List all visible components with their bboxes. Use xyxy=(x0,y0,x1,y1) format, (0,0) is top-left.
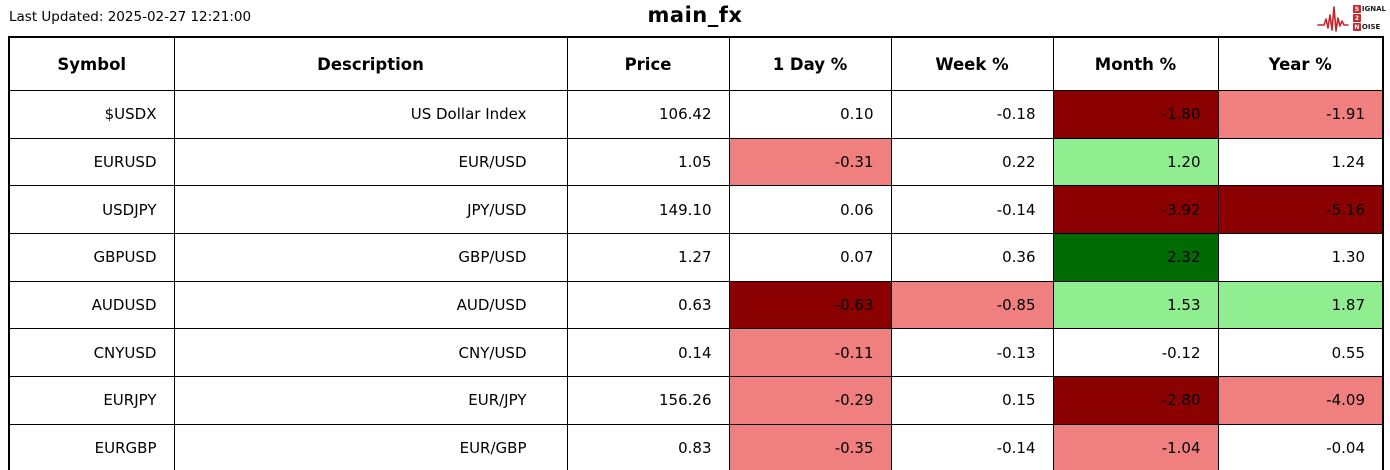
cell-price: 1.05 xyxy=(566,137,730,187)
column-header: Week % xyxy=(890,36,1054,91)
table-row: EURGBP EUR/GBP 0.83 -0.35 -0.14 -1.04 -0.04 xyxy=(8,423,1384,470)
cell-1day-pct: 0.10 xyxy=(728,90,892,139)
cell-year-pct: -5.16 xyxy=(1217,185,1384,235)
logo-line-2: 2 xyxy=(1352,14,1386,22)
table-row: $USDX US Dollar Index 106.42 0.10 -0.18 -1.80… xyxy=(8,90,1384,139)
cell-month-pct: -1.80 xyxy=(1052,90,1219,139)
cell-description: AUD/USD xyxy=(173,280,568,330)
cell-price: 106.42 xyxy=(566,90,730,139)
cell-month-pct: -2.80 xyxy=(1052,376,1219,425)
cell-month-pct: -3.92 xyxy=(1052,185,1219,235)
cell-description: EUR/GBP xyxy=(173,423,568,470)
logo-s-box: S xyxy=(1352,5,1361,13)
cell-symbol: EURJPY xyxy=(8,376,175,425)
cell-week-pct: 0.22 xyxy=(890,137,1054,187)
cell-month-pct: -1.04 xyxy=(1052,423,1219,470)
cell-description: EUR/USD xyxy=(173,137,568,187)
cell-symbol: EURGBP xyxy=(8,423,175,470)
cell-price: 156.26 xyxy=(566,376,730,425)
cell-week-pct: -0.14 xyxy=(890,185,1054,235)
table-body: $USDX US Dollar Index 106.42 0.10 -0.18 -1.80… xyxy=(8,90,1384,470)
table-row: EURJPY EUR/JPY 156.26 -0.29 0.15 -2.80 -4.09 xyxy=(8,376,1384,425)
logo-line-signal: S IGNAL xyxy=(1352,5,1386,13)
cell-year-pct: 1.87 xyxy=(1217,280,1384,330)
column-header: Description xyxy=(173,36,568,91)
column-header: 1 Day % xyxy=(728,36,892,91)
cell-month-pct: -0.12 xyxy=(1052,328,1219,378)
cell-1day-pct: -0.35 xyxy=(728,423,892,470)
cell-symbol: EURUSD xyxy=(8,137,175,187)
cell-week-pct: 0.36 xyxy=(890,233,1054,282)
waveform-icon xyxy=(1317,6,1349,32)
cell-1day-pct: -0.63 xyxy=(728,280,892,330)
cell-price: 1.27 xyxy=(566,233,730,282)
signal2noise-logo: S IGNAL 2 N OISE xyxy=(1317,1,1386,35)
table-row: EURUSD EUR/USD 1.05 -0.31 0.22 1.20 1.24 xyxy=(8,137,1384,187)
cell-month-pct: 1.53 xyxy=(1052,280,1219,330)
last-updated-label: Last Updated: 2025-02-27 12:21:00 xyxy=(9,9,252,25)
cell-year-pct: -4.09 xyxy=(1217,376,1384,425)
column-header: Month % xyxy=(1052,36,1219,91)
logo-n-box: N xyxy=(1352,23,1361,31)
cell-description: CNY/USD xyxy=(173,328,568,378)
cell-1day-pct: 0.06 xyxy=(728,185,892,235)
table-row: GBPUSD GBP/USD 1.27 0.07 0.36 2.32 1.30 xyxy=(8,233,1384,282)
cell-price: 149.10 xyxy=(566,185,730,235)
cell-symbol: CNYUSD xyxy=(8,328,175,378)
logo-text: S IGNAL 2 N OISE xyxy=(1352,5,1386,31)
cell-price: 0.14 xyxy=(566,328,730,378)
cell-week-pct: -0.14 xyxy=(890,423,1054,470)
page-title: main_fx xyxy=(647,3,743,27)
logo-line-noise: N OISE xyxy=(1352,23,1386,31)
column-header: Year % xyxy=(1217,36,1384,91)
cell-price: 0.83 xyxy=(566,423,730,470)
column-header: Symbol xyxy=(8,36,175,91)
cell-description: JPY/USD xyxy=(173,185,568,235)
cell-description: GBP/USD xyxy=(173,233,568,282)
cell-price: 0.63 xyxy=(566,280,730,330)
logo-noise-text: OISE xyxy=(1361,23,1381,31)
cell-month-pct: 1.20 xyxy=(1052,137,1219,187)
cell-week-pct: -0.85 xyxy=(890,280,1054,330)
cell-symbol: GBPUSD xyxy=(8,233,175,282)
cell-1day-pct: -0.31 xyxy=(728,137,892,187)
logo-2-box: 2 xyxy=(1352,14,1361,22)
cell-week-pct: -0.13 xyxy=(890,328,1054,378)
cell-week-pct: -0.18 xyxy=(890,90,1054,139)
fx-table: Symbol Description Price 1 Day % Week % Month… xyxy=(8,36,1384,470)
cell-year-pct: -1.91 xyxy=(1217,90,1384,139)
cell-symbol: AUDUSD xyxy=(8,280,175,330)
cell-1day-pct: 0.07 xyxy=(728,233,892,282)
table-row: CNYUSD CNY/USD 0.14 -0.11 -0.13 -0.12 0.55 xyxy=(8,328,1384,378)
cell-week-pct: 0.15 xyxy=(890,376,1054,425)
column-header: Price xyxy=(566,36,730,91)
cell-1day-pct: -0.11 xyxy=(728,328,892,378)
logo-signal-text: IGNAL xyxy=(1361,5,1386,13)
cell-description: EUR/JPY xyxy=(173,376,568,425)
cell-description: US Dollar Index xyxy=(173,90,568,139)
table-row: AUDUSD AUD/USD 0.63 -0.63 -0.85 1.53 1.87 xyxy=(8,280,1384,330)
table-row: USDJPY JPY/USD 149.10 0.06 -0.14 -3.92 -5.16 xyxy=(8,185,1384,235)
cell-year-pct: -0.04 xyxy=(1217,423,1384,470)
cell-1day-pct: -0.29 xyxy=(728,376,892,425)
cell-symbol: USDJPY xyxy=(8,185,175,235)
cell-year-pct: 0.55 xyxy=(1217,328,1384,378)
cell-year-pct: 1.30 xyxy=(1217,233,1384,282)
cell-symbol: $USDX xyxy=(8,90,175,139)
header-row: Symbol Description Price 1 Day % Week % Month… xyxy=(8,36,1384,91)
cell-year-pct: 1.24 xyxy=(1217,137,1384,187)
cell-month-pct: 2.32 xyxy=(1052,233,1219,282)
